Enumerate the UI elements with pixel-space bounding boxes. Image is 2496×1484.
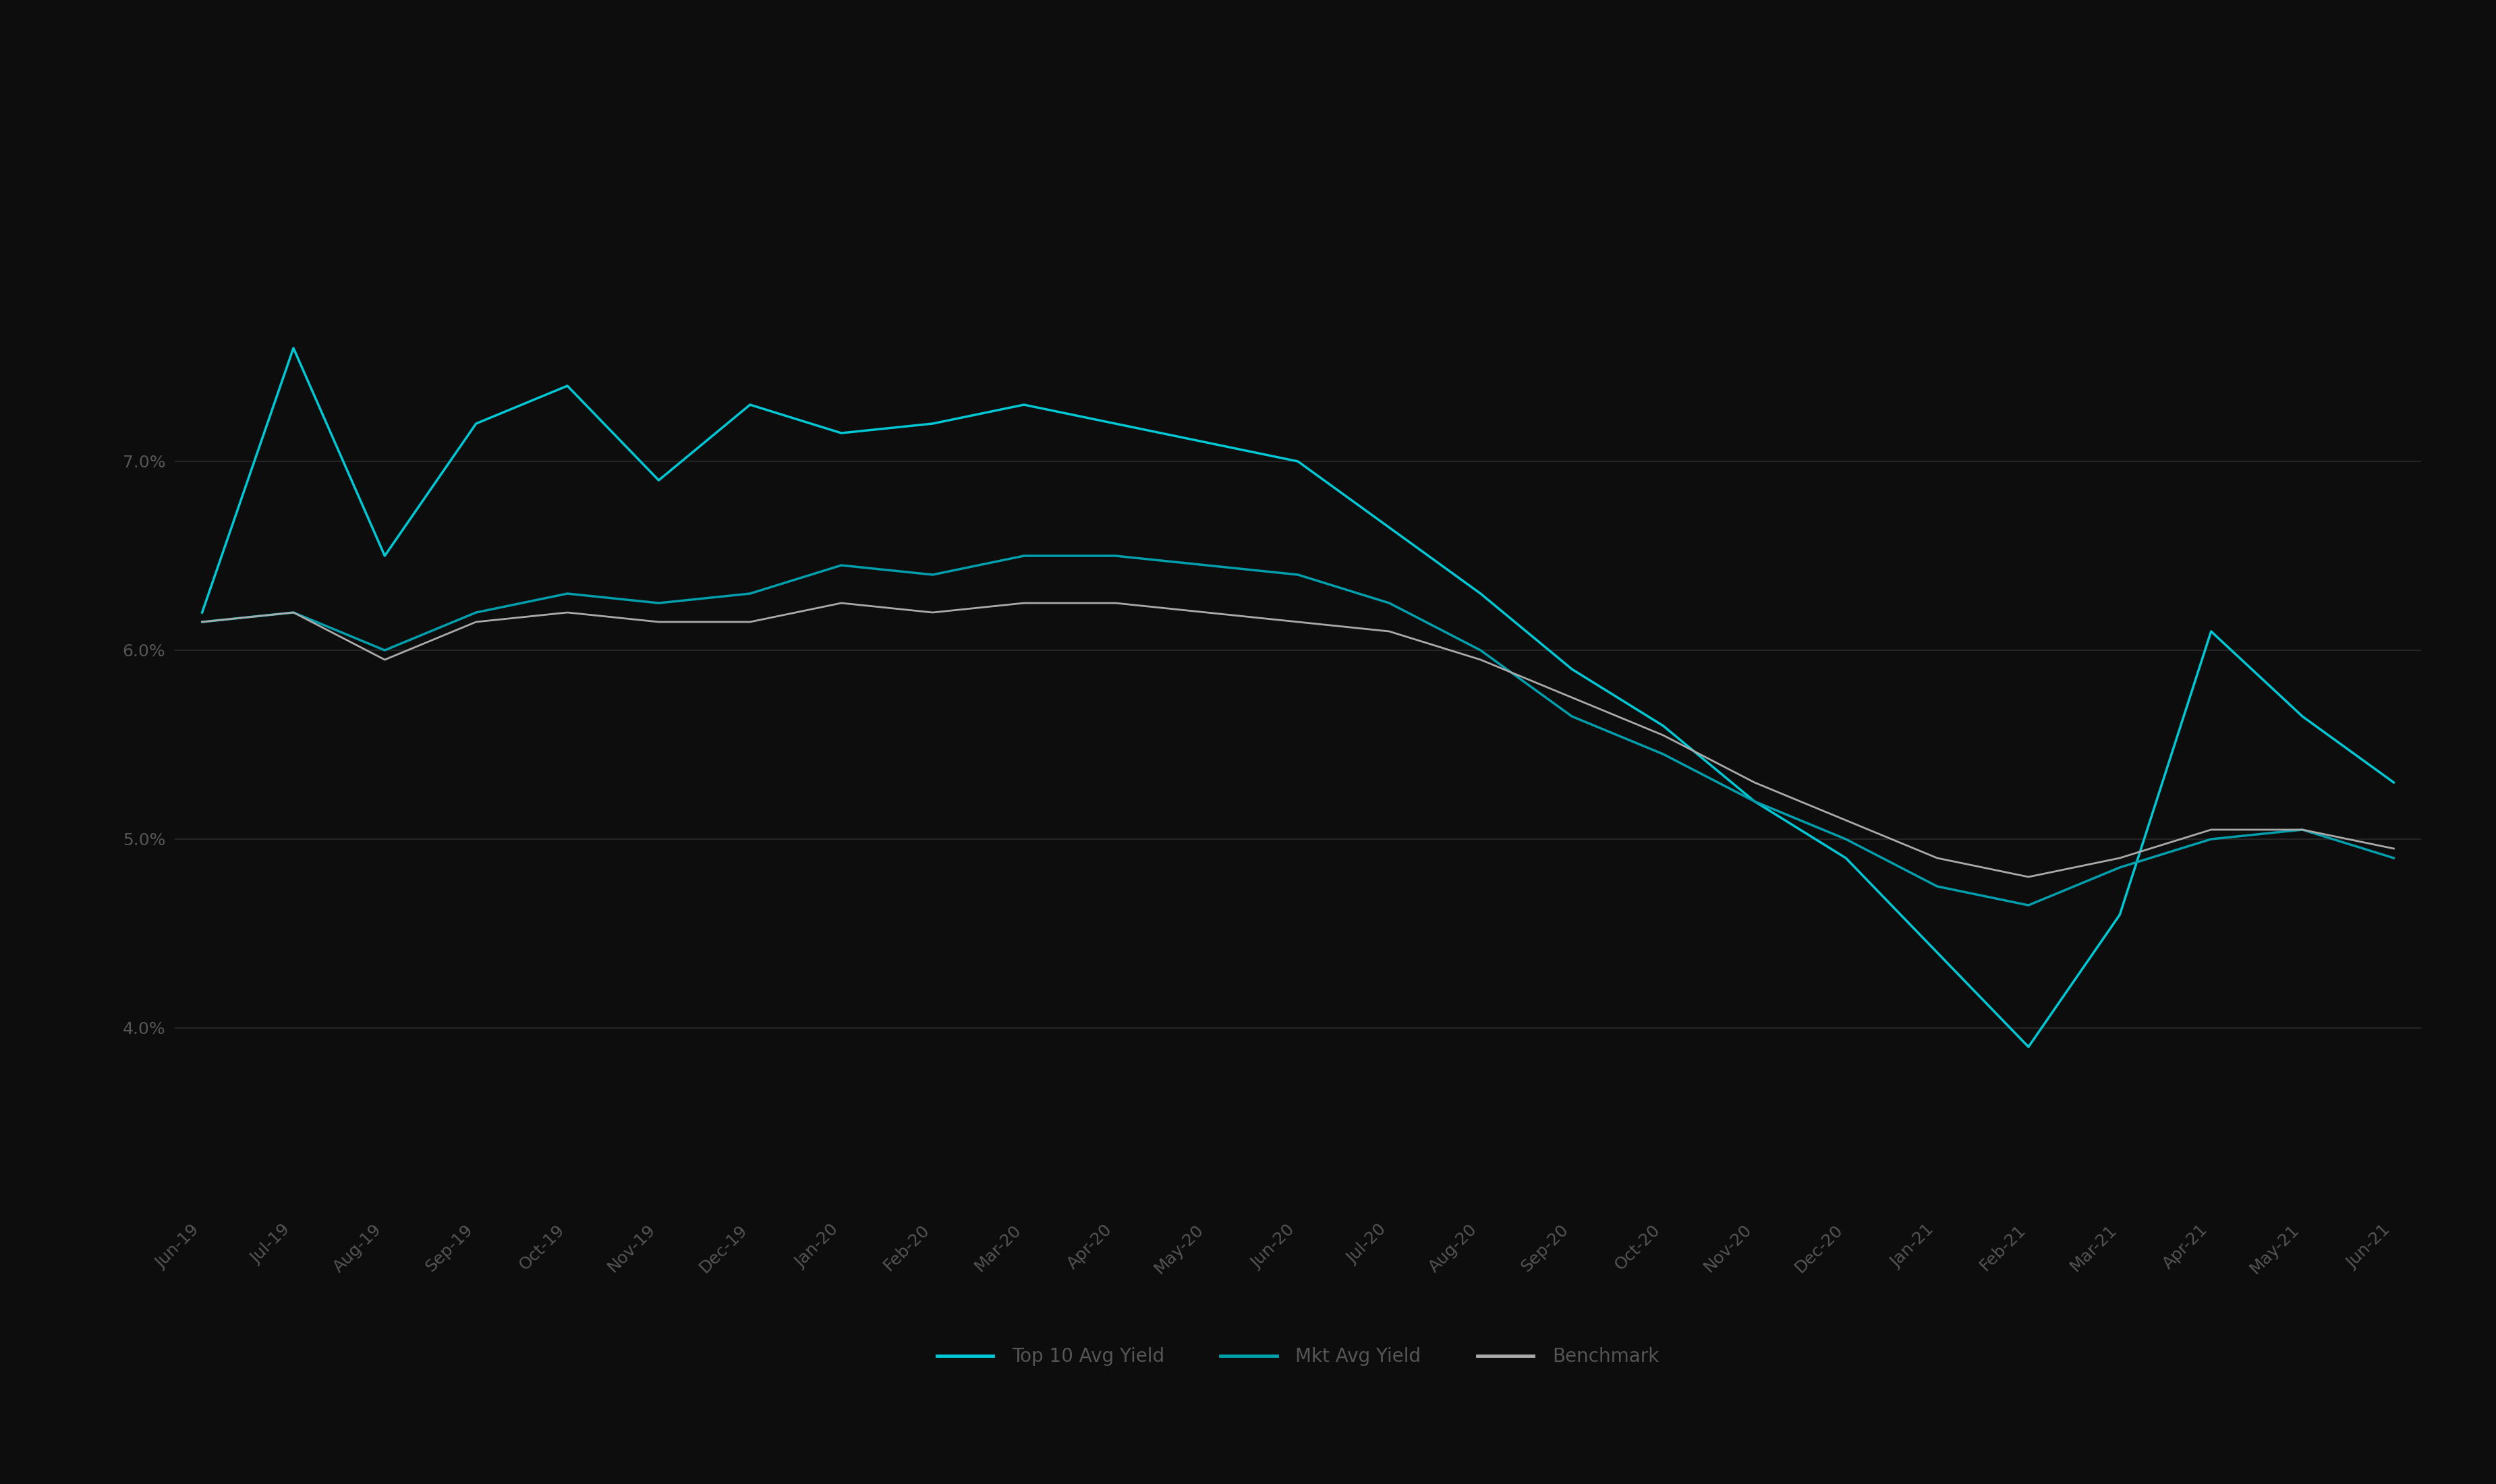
Legend: Top 10 Avg Yield, Mkt Avg Yield, Benchmark: Top 10 Avg Yield, Mkt Avg Yield, Benchma…: [929, 1340, 1667, 1374]
